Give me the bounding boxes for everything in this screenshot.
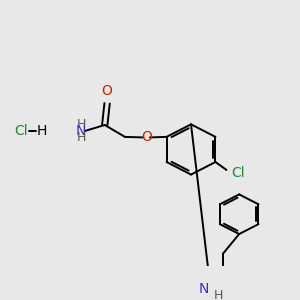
Text: H: H <box>214 290 223 300</box>
Text: H: H <box>76 118 86 131</box>
Text: O: O <box>102 84 112 98</box>
Text: Cl: Cl <box>231 167 244 180</box>
Text: N: N <box>198 282 209 296</box>
Text: Cl: Cl <box>14 124 28 138</box>
Text: N: N <box>76 124 86 138</box>
Text: H: H <box>76 131 86 144</box>
Text: H: H <box>36 124 47 138</box>
Text: O: O <box>141 130 152 144</box>
